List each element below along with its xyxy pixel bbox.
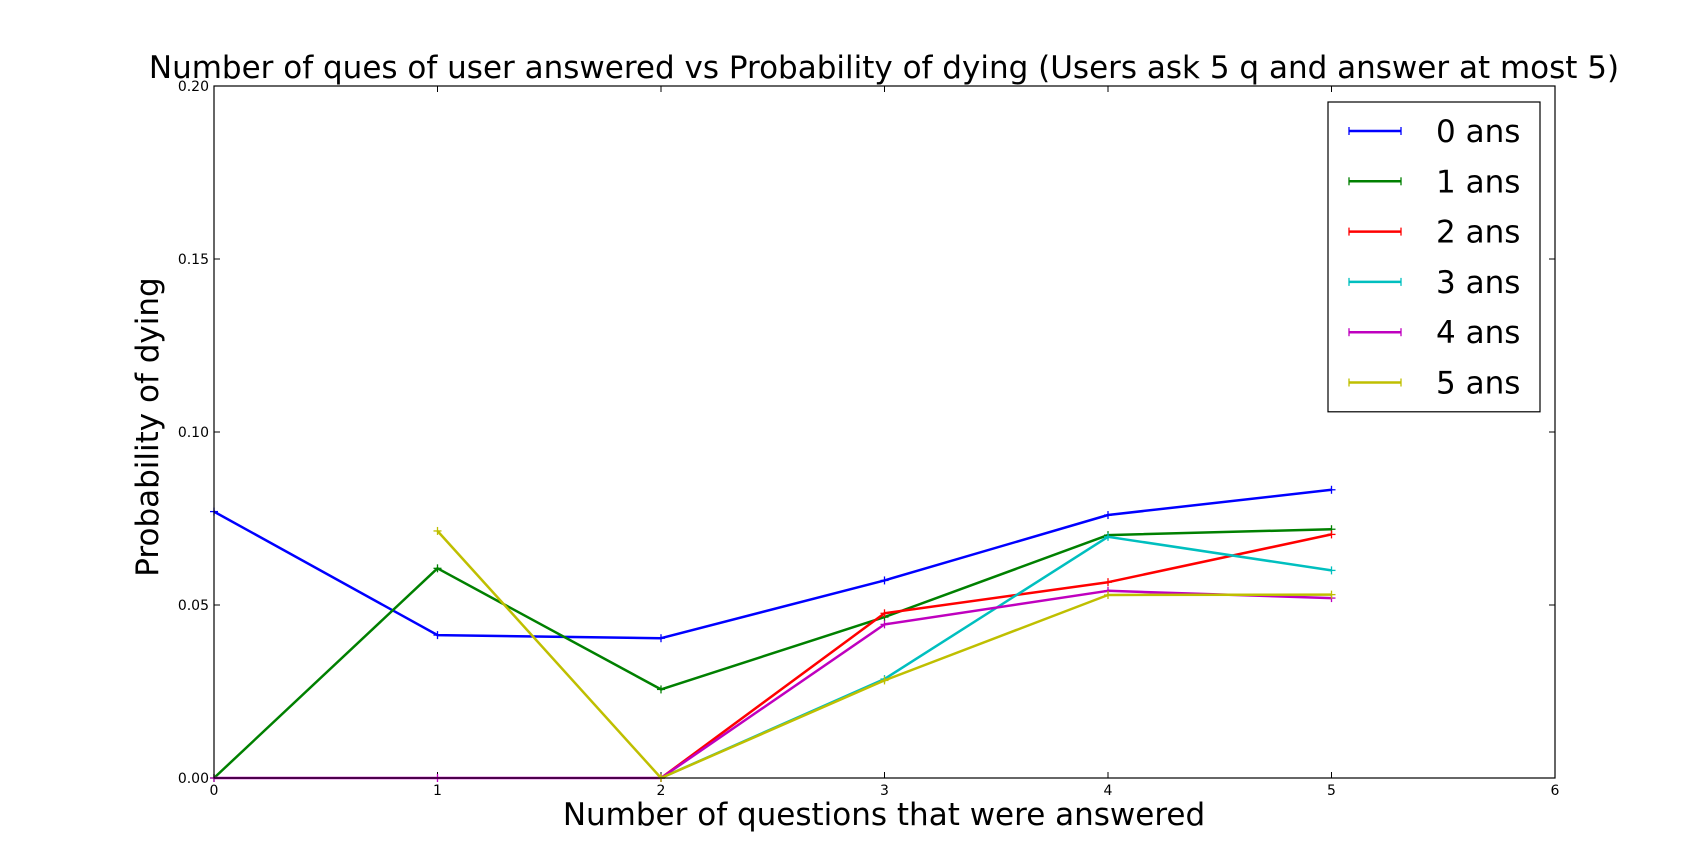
data-point — [1327, 530, 1336, 539]
series-4 — [210, 586, 1336, 782]
data-point — [1104, 578, 1112, 587]
series-lines — [210, 485, 1336, 782]
data-point — [1104, 532, 1112, 541]
data-point — [880, 676, 889, 685]
data-point — [433, 564, 442, 573]
legend-label: 2 ans — [1436, 215, 1520, 251]
x-tick-label: 5 — [1327, 783, 1336, 799]
data-point — [1327, 590, 1336, 599]
y-tick-label: 0.10 — [178, 425, 209, 441]
legend-label: 3 ans — [1436, 265, 1520, 301]
series-2 — [657, 530, 1336, 782]
data-point — [1327, 566, 1336, 575]
x-tick-label: 6 — [1551, 783, 1560, 799]
data-point — [433, 631, 442, 640]
legend-label: 1 ans — [1436, 164, 1520, 200]
series-0 — [210, 485, 1336, 643]
y-tick-label: 0.15 — [178, 252, 209, 268]
series-line — [214, 589, 1332, 780]
series-line — [213, 527, 1332, 779]
y-tick-label: 0.20 — [178, 79, 209, 95]
legend-label: 5 ans — [1436, 366, 1520, 402]
legend-label: 4 ans — [1436, 315, 1520, 351]
x-tick-label: 4 — [1104, 783, 1113, 799]
legend-item: 5 ans — [1348, 366, 1520, 402]
x-tick-label: 2 — [657, 783, 666, 799]
series-5 — [433, 526, 1336, 782]
legend: 0 ans 1 ans 2 ans 3 ans 4 ans 5 ans — [1327, 101, 1541, 413]
legend-label: 0 ans — [1436, 114, 1520, 150]
legend-item: 4 ans — [1348, 315, 1520, 351]
data-point — [657, 685, 665, 694]
series-1 — [210, 525, 1336, 782]
x-tick-label: 0 — [210, 783, 219, 799]
data-point — [1327, 485, 1336, 494]
data-point — [880, 576, 889, 585]
legend-item: 2 ans — [1348, 215, 1520, 251]
data-point — [880, 620, 889, 629]
y-axis-label: Probability of dying — [130, 277, 166, 576]
y-tick-label: 0.00 — [178, 771, 209, 787]
chart-title: Number of ques of user answered vs Proba… — [149, 50, 1619, 86]
legend-item: 1 ans — [1348, 164, 1520, 200]
legend-item: 0 ans — [1348, 114, 1520, 150]
x-tick-label: 3 — [880, 783, 889, 799]
series-line — [213, 488, 1332, 640]
y-tick-label: 0.05 — [178, 598, 209, 614]
plot-frame — [213, 85, 1556, 779]
data-point — [433, 526, 442, 535]
data-point — [1104, 511, 1112, 520]
data-point — [1104, 590, 1112, 599]
data-point — [657, 634, 665, 643]
data-point — [880, 609, 889, 618]
axis-ticks: 0 1 2 3 4 5 6 0.00 0.05 0.10 0.15 0.20 — [178, 79, 1560, 799]
x-tick-label: 1 — [433, 783, 442, 799]
series-line — [660, 533, 1332, 780]
x-axis-label: Number of questions that were answered — [563, 797, 1205, 833]
legend-item: 3 ans — [1348, 265, 1520, 301]
legend-box — [1327, 101, 1541, 413]
series-line — [436, 530, 1332, 780]
